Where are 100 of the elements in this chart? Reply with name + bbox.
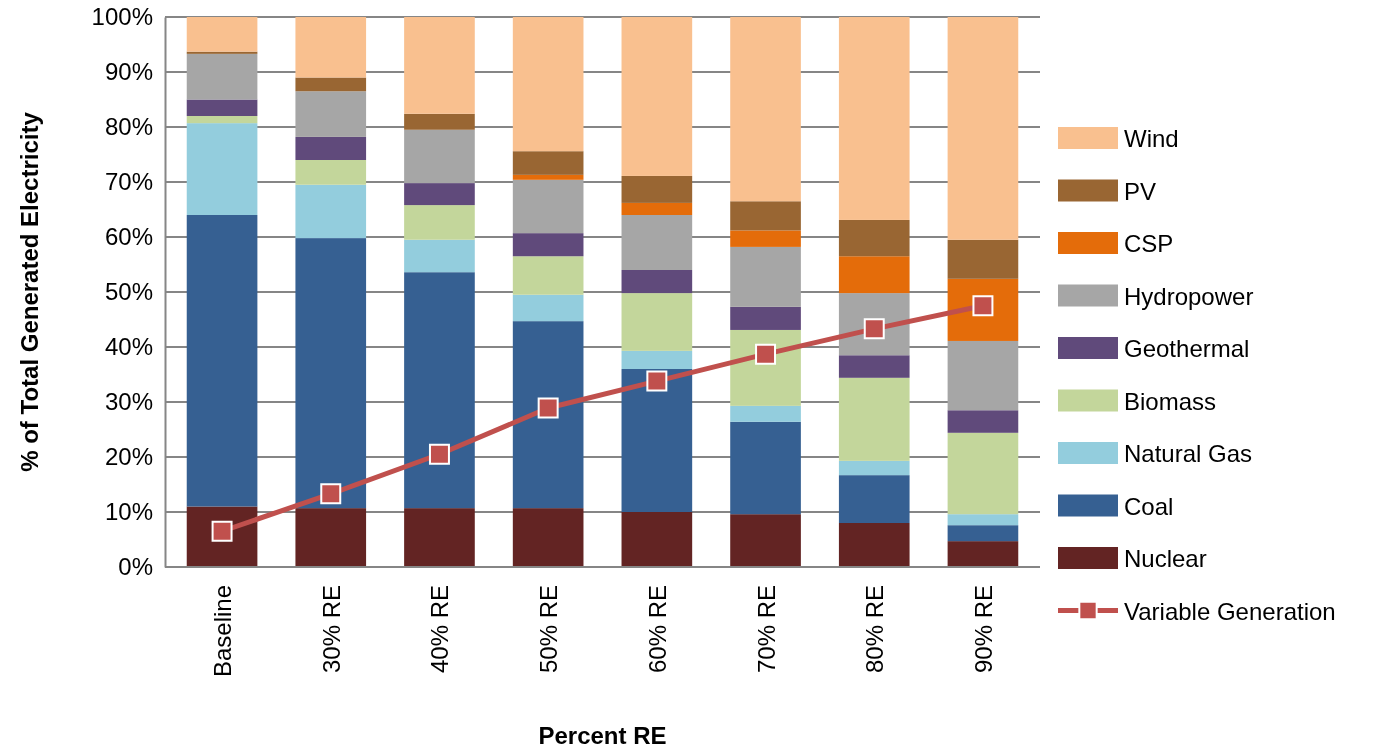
bar bbox=[730, 230, 801, 247]
y-tick-label: 90% bbox=[104, 58, 153, 86]
legend-label: Geothermal bbox=[1124, 335, 1250, 362]
bar bbox=[512, 174, 584, 180]
bar bbox=[621, 512, 693, 567]
bar bbox=[512, 256, 584, 295]
bar bbox=[621, 293, 693, 351]
point bbox=[320, 483, 342, 505]
bar bbox=[404, 17, 475, 114]
point bbox=[428, 443, 450, 465]
bar bbox=[404, 272, 475, 509]
bar bbox=[730, 201, 801, 231]
bar bbox=[621, 175, 693, 203]
y-tick-label: 100% bbox=[91, 3, 153, 31]
bar bbox=[838, 17, 910, 220]
y-tick-label: 20% bbox=[104, 443, 153, 471]
bar bbox=[186, 99, 258, 116]
bar bbox=[838, 377, 910, 461]
y-tick-label: 10% bbox=[104, 498, 153, 526]
bar bbox=[512, 294, 584, 322]
y-tick-label: 30% bbox=[104, 388, 153, 416]
bar bbox=[621, 215, 693, 270]
x-tick-label: 70% RE bbox=[752, 585, 780, 674]
bar bbox=[947, 432, 1019, 515]
legend-label: Hydropower bbox=[1124, 282, 1254, 310]
legend-label: Nuclear bbox=[1124, 545, 1207, 572]
bar bbox=[295, 238, 367, 509]
bar bbox=[947, 514, 1019, 526]
x-tick-label: 30% RE bbox=[317, 585, 345, 674]
x-axis-title: Percent RE bbox=[538, 722, 667, 749]
bar bbox=[186, 215, 258, 507]
bar bbox=[838, 219, 910, 257]
y-tick-label: 0% bbox=[118, 553, 153, 581]
legend-label: Variable Generation bbox=[1124, 597, 1336, 625]
bar bbox=[947, 17, 1019, 240]
y-tick-label: 70% bbox=[104, 168, 153, 196]
bar bbox=[621, 369, 693, 512]
x-tick-label: 60% RE bbox=[643, 585, 671, 674]
bar bbox=[621, 350, 693, 369]
bar bbox=[295, 17, 367, 78]
bar bbox=[512, 321, 584, 509]
legend-label: Wind bbox=[1124, 125, 1179, 152]
point bbox=[755, 343, 777, 365]
bar bbox=[295, 136, 367, 160]
bar bbox=[404, 239, 475, 273]
bar bbox=[512, 151, 584, 175]
bar bbox=[730, 421, 801, 515]
x-tick-label: 90% RE bbox=[969, 585, 997, 674]
bar bbox=[730, 306, 801, 330]
x-tick-label: 40% RE bbox=[426, 585, 454, 674]
bar bbox=[404, 113, 475, 130]
bar bbox=[838, 460, 910, 476]
bar bbox=[838, 355, 910, 378]
bar bbox=[730, 246, 801, 307]
bar bbox=[295, 91, 367, 137]
bar bbox=[295, 77, 367, 92]
bar bbox=[186, 53, 258, 100]
bar bbox=[404, 183, 475, 206]
bar bbox=[947, 410, 1019, 433]
bar bbox=[295, 160, 367, 185]
x-tick-label: 80% RE bbox=[861, 585, 889, 674]
bar bbox=[512, 17, 584, 152]
bar bbox=[838, 523, 910, 567]
y-tick-label: 50% bbox=[104, 278, 153, 306]
bar bbox=[186, 116, 258, 124]
bar bbox=[730, 405, 801, 422]
bar bbox=[730, 17, 801, 202]
x-tick-label: 50% RE bbox=[535, 585, 563, 674]
bar bbox=[404, 508, 475, 567]
legend-label: Natural Gas bbox=[1124, 440, 1253, 467]
legend-label: Coal bbox=[1124, 492, 1174, 520]
bar bbox=[947, 525, 1019, 542]
bar bbox=[186, 51, 258, 54]
bar bbox=[947, 239, 1019, 279]
bar bbox=[730, 514, 801, 567]
bar bbox=[186, 17, 258, 52]
y-tick-label: 80% bbox=[104, 113, 153, 141]
bar bbox=[186, 123, 258, 215]
bar bbox=[404, 129, 475, 184]
bar bbox=[838, 256, 910, 294]
bar bbox=[621, 17, 693, 176]
bar bbox=[621, 270, 693, 294]
y-tick-label: 60% bbox=[104, 223, 153, 251]
legend-label: Biomass bbox=[1124, 387, 1217, 415]
y-tick-label: 40% bbox=[104, 333, 153, 361]
point bbox=[537, 397, 559, 419]
bar bbox=[512, 508, 584, 567]
bar bbox=[512, 233, 584, 257]
bar bbox=[295, 508, 367, 567]
bar bbox=[512, 179, 584, 234]
bar bbox=[947, 340, 1019, 411]
bar bbox=[947, 541, 1019, 567]
bar bbox=[295, 184, 367, 239]
legend-label: PV bbox=[1124, 177, 1157, 205]
legend-label: CSP bbox=[1124, 230, 1174, 257]
bar bbox=[621, 202, 693, 215]
y-axis-title: % of Total Generated Electricity bbox=[16, 111, 43, 472]
point bbox=[646, 370, 668, 392]
x-tick-label: Baseline bbox=[209, 585, 237, 678]
bar bbox=[838, 475, 910, 523]
